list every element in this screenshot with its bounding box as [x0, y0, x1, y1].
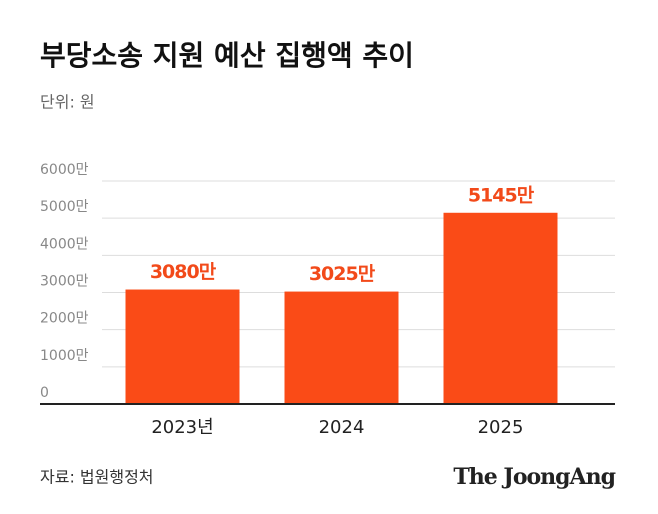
y-tick-label: 6000만	[40, 162, 89, 178]
chart-subtitle: 단위: 원	[40, 93, 95, 112]
x-tick-label: 2024	[319, 417, 365, 438]
brand: The JoongAng	[453, 464, 615, 490]
value-label: 3025만	[309, 263, 376, 285]
y-tick-label: 5000만	[40, 199, 89, 215]
bar	[125, 289, 240, 404]
y-tick-label: 1000만	[40, 348, 89, 364]
y-tick-label: 0	[40, 385, 49, 401]
source: 자료: 법원행정처	[40, 468, 154, 487]
bar	[284, 291, 399, 404]
y-tick-label: 3000만	[40, 274, 89, 290]
y-tick-label: 2000만	[40, 311, 89, 327]
chart-title: 부당소송 지원 예산 집행액 추이	[40, 39, 414, 72]
y-tick-label: 4000만	[40, 236, 89, 252]
x-tick-label: 2023년	[151, 417, 213, 438]
value-label: 5145만	[468, 184, 535, 206]
x-tick-label: 2025	[478, 417, 524, 438]
value-label: 3080만	[150, 261, 217, 283]
bar	[443, 212, 558, 404]
